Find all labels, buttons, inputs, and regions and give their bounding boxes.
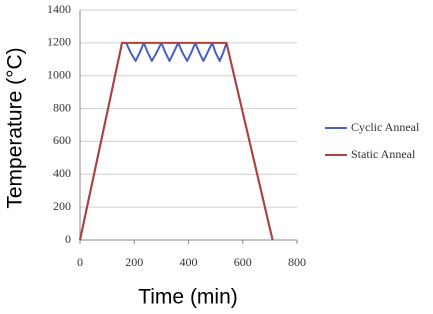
y-tick-label: 600	[53, 133, 71, 147]
x-tick-label: 200	[125, 255, 143, 269]
series-line	[79, 41, 274, 241]
x-axis-title: Time (min)	[138, 286, 238, 309]
x-tick-label: 400	[180, 255, 198, 269]
y-tick-label: 1200	[47, 35, 71, 49]
y-axis-title: Temperature (°C)	[4, 47, 27, 208]
x-tick-label: 600	[234, 255, 252, 269]
y-tick-label: 1000	[47, 67, 71, 81]
y-tick-label: 200	[53, 199, 71, 213]
y-tick-label: 800	[53, 100, 71, 114]
x-tick-label: 0	[77, 255, 83, 269]
y-tick-label: 1400	[47, 2, 71, 16]
legend-label: Static Anneal	[351, 147, 416, 161]
series-line	[79, 41, 274, 241]
x-tick-label: 800	[288, 255, 306, 269]
y-tick-label: 0	[65, 232, 71, 246]
y-tick-label: 400	[53, 166, 71, 180]
legend-label: Cyclic Anneal	[351, 120, 420, 134]
